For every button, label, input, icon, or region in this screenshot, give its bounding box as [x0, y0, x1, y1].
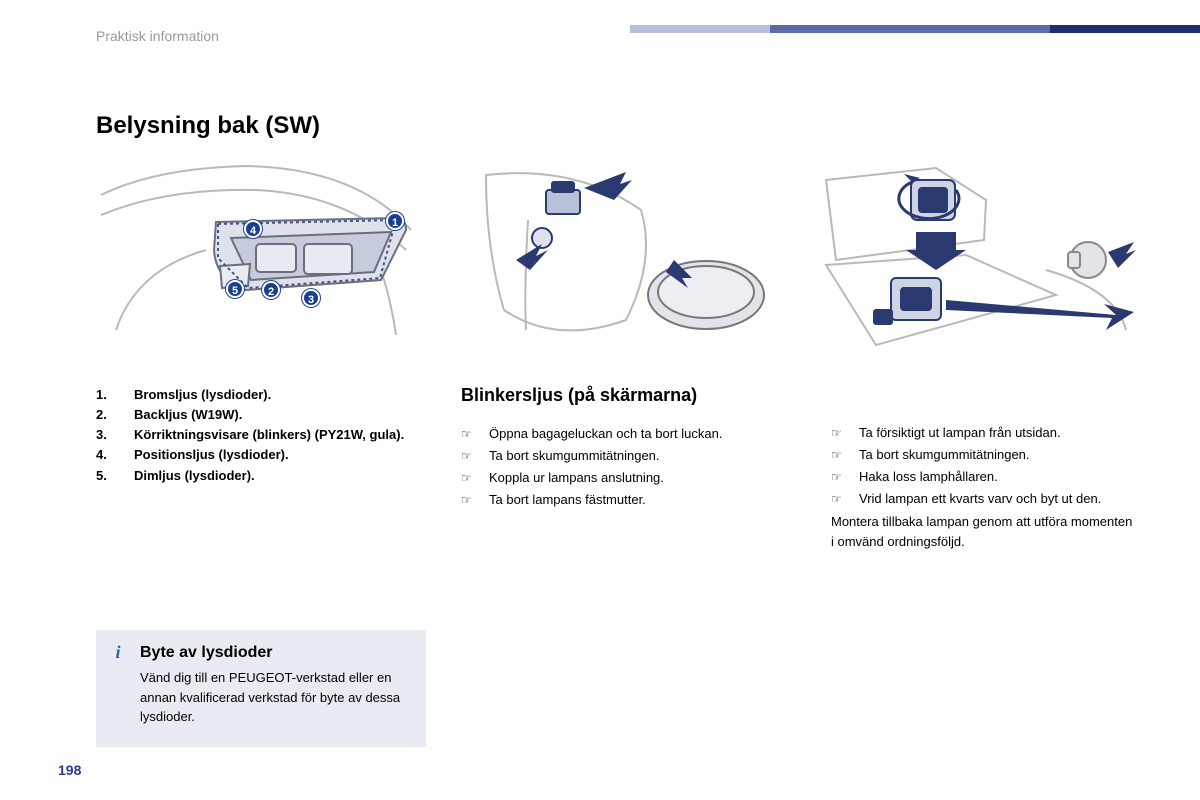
step-item: ☞Koppla ur lampans anslutning.	[461, 468, 791, 488]
subheading-blinker: Blinkersljus (på skärmarna)	[461, 385, 791, 406]
pointer-icon: ☞	[831, 424, 849, 444]
pointer-icon: ☞	[461, 469, 479, 489]
page-header: Praktisk information	[0, 28, 1200, 52]
info-box-title: Byte av lysdioder	[140, 644, 408, 662]
connector-svg	[456, 160, 776, 355]
callout-marker-2: 2	[262, 281, 280, 299]
step-item: ☞Ta bort skumgummitätningen.	[461, 446, 791, 466]
content-columns: 1.Bromsljus (lysdioder). 2.Backljus (W19…	[96, 385, 1136, 552]
steps-column-right: ☞Ta försiktigt ut lampan från utsidan. ☞…	[831, 385, 1136, 552]
pointer-icon: ☞	[831, 468, 849, 488]
step-list-right: ☞Ta försiktigt ut lampan från utsidan. ☞…	[831, 423, 1136, 510]
pointer-icon: ☞	[461, 425, 479, 445]
illustration-connector	[456, 160, 776, 355]
step-item: ☞Ta försiktigt ut lampan från utsidan.	[831, 423, 1136, 443]
rear-lamp-svg	[96, 160, 416, 355]
section-label: Praktisk information	[96, 28, 219, 44]
step-item: ☞Ta bort skumgummitätningen.	[831, 445, 1136, 465]
main-heading: Belysning bak (SW)	[96, 112, 320, 140]
info-box-body: Vänd dig till en PEUGEOT-verkstad eller …	[140, 668, 408, 727]
pointer-icon: ☞	[461, 447, 479, 467]
page-number: 198	[58, 762, 81, 778]
legend-column: 1.Bromsljus (lysdioder). 2.Backljus (W19…	[96, 385, 421, 552]
legend-item: 5.Dimljus (lysdioder).	[96, 466, 421, 486]
legend-list: 1.Bromsljus (lysdioder). 2.Backljus (W19…	[96, 385, 421, 486]
step-item: ☞Ta bort lampans fästmutter.	[461, 490, 791, 510]
step-item: ☞Öppna bagageluckan och ta bort luckan.	[461, 424, 791, 444]
steps-column-middle: Blinkersljus (på skärmarna) ☞Öppna bagag…	[461, 385, 791, 552]
reassembly-note: Montera tillbaka lampan genom att utföra…	[831, 512, 1136, 552]
info-icon: i	[110, 644, 126, 660]
illustration-lamp-holder	[816, 160, 1136, 355]
callout-marker-3: 3	[302, 289, 320, 307]
step-item: ☞Vrid lampan ett kvarts varv och byt ut …	[831, 489, 1136, 509]
legend-item: 3.Körriktningsvisare (blinkers) (PY21W, …	[96, 425, 421, 445]
illustration-rear-lamp-cluster: 1 2 3 4 5	[96, 160, 416, 355]
callout-marker-5: 5	[226, 280, 244, 298]
info-box: i Byte av lysdioder Vänd dig till en PEU…	[96, 630, 426, 747]
pointer-icon: ☞	[461, 491, 479, 511]
legend-item: 1.Bromsljus (lysdioder).	[96, 385, 421, 405]
step-item: ☞Haka loss lamphållaren.	[831, 467, 1136, 487]
callout-marker-1: 1	[386, 212, 404, 230]
pointer-icon: ☞	[831, 490, 849, 510]
legend-item: 2.Backljus (W19W).	[96, 405, 421, 425]
step-list-mid: ☞Öppna bagageluckan och ta bort luckan. …	[461, 424, 791, 511]
header-accent-bar	[630, 25, 1200, 37]
legend-item: 4.Positionsljus (lysdioder).	[96, 445, 421, 465]
callout-marker-4: 4	[244, 220, 262, 238]
lampholder-svg	[816, 160, 1136, 355]
illustration-row: 1 2 3 4 5	[96, 160, 1136, 360]
pointer-icon: ☞	[831, 446, 849, 466]
